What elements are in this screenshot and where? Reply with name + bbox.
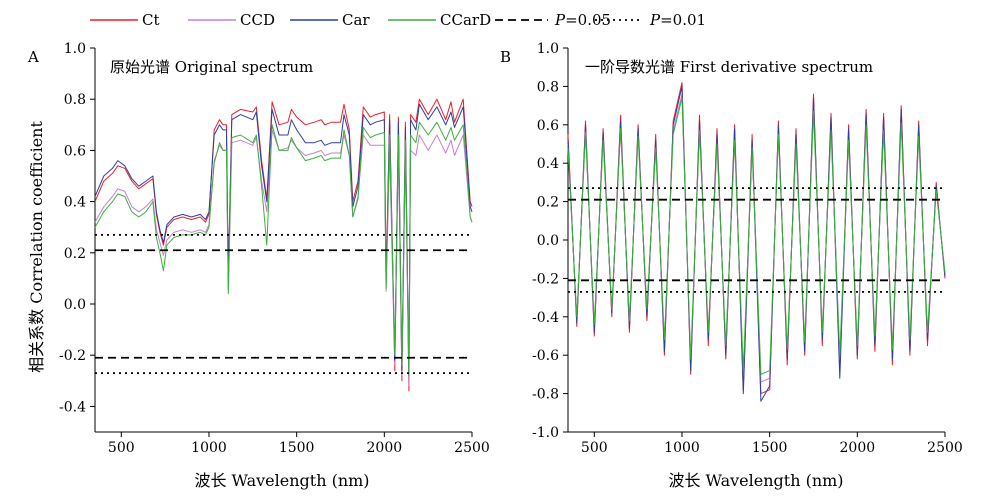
panel-b-xtick-label: 1500 bbox=[752, 440, 788, 456]
panel-b-ytick-label: 0.0 bbox=[537, 233, 559, 249]
legend-label-ct: Ct bbox=[142, 11, 160, 29]
panel-b-ytick-label: -0.8 bbox=[532, 387, 559, 403]
panel-b-ytick-label: 1.0 bbox=[537, 41, 559, 57]
panel-a-ytick-label: 0.8 bbox=[64, 92, 86, 108]
legend-label-p001: P=0.01 bbox=[649, 11, 706, 29]
panel-a-ytick-label: 0.6 bbox=[64, 143, 86, 159]
panel-b-letter: B bbox=[500, 48, 511, 66]
panel-a-ytick-label: 1.0 bbox=[64, 41, 86, 57]
panel-b-ytick-label: -0.4 bbox=[532, 310, 559, 326]
panel-a-plot-area: 1.0 0.8 0.6 0.4 0.2 0.0 -0.2 -0.4 500 1000 1500 200… bbox=[59, 41, 490, 456]
panel-a-letter: A bbox=[27, 48, 39, 66]
panel-b-xtick-label: 500 bbox=[581, 440, 608, 456]
panel-b-title: 一阶导数光谱 First derivative spectrum bbox=[585, 58, 873, 76]
panel-b-plot-area: 1.0 0.8 0.6 0.4 0.2 0.0 -0.2 -0.4 -0.6 -0.8 -1.0 50… bbox=[532, 41, 963, 456]
panel-b: B 一阶导数光谱 First derivative spectrum 波长 Wa… bbox=[500, 41, 963, 490]
panel-b-ytick-label: 0.8 bbox=[537, 79, 559, 95]
panel-b-ytick-label: 0.2 bbox=[537, 195, 559, 211]
panel-b-xtick-label: 2000 bbox=[840, 440, 876, 456]
panel-b-xtick-label: 1000 bbox=[664, 440, 700, 456]
panel-a-ytick-label: -0.4 bbox=[59, 399, 86, 415]
panel-b-ytick-label: -0.2 bbox=[532, 271, 559, 287]
legend-label-p005: P=0.05 bbox=[554, 11, 611, 29]
panel-b-ytick-label: 0.6 bbox=[537, 118, 559, 134]
panel-a-title: 原始光谱 Original spectrum bbox=[110, 58, 313, 76]
panel-a-ytick-label: 0.4 bbox=[64, 195, 86, 211]
panel-a-xtick-label: 2500 bbox=[454, 440, 490, 456]
panel-b-series-ccard bbox=[567, 97, 946, 375]
panel-a: A 原始光谱 Original spectrum 相关系数 Correlatio… bbox=[27, 41, 490, 490]
panel-a-series-ccd bbox=[94, 129, 473, 387]
panel-b-xlabel: 波长 Wavelength (nm) bbox=[668, 471, 843, 490]
panel-a-xtick-label: 1500 bbox=[279, 440, 315, 456]
panel-b-ytick-label: -1.0 bbox=[532, 425, 559, 441]
legend-label-ccd: CCD bbox=[240, 11, 275, 29]
legend-label-car: Car bbox=[342, 11, 370, 29]
panel-a-xtick-label: 2000 bbox=[367, 440, 403, 456]
panel-a-series-ct bbox=[94, 98, 473, 392]
panel-b-ytick-label: -0.6 bbox=[532, 348, 559, 364]
legend: Ct CCD Car CCarD P=0.05 P=0.01 bbox=[90, 11, 706, 29]
panel-b-xtick-label: 2500 bbox=[927, 440, 963, 456]
panel-a-series-car bbox=[94, 103, 473, 377]
panel-a-ytick-label: 0.2 bbox=[64, 246, 86, 262]
panel-a-xlabel: 波长 Wavelength (nm) bbox=[194, 471, 369, 490]
panel-a-ytick-label: -0.2 bbox=[59, 348, 86, 364]
panel-b-ytick-label: 0.4 bbox=[537, 156, 559, 172]
panel-a-xtick-label: 1000 bbox=[191, 440, 227, 456]
legend-label-ccard: CCarD bbox=[440, 11, 491, 29]
panel-a-ylabel: 相关系数 Correlation coefficient bbox=[27, 121, 46, 373]
panel-a-xtick-label: 500 bbox=[108, 440, 135, 456]
panel-a-series-ccard bbox=[94, 121, 473, 377]
panel-a-ytick-label: 0.0 bbox=[64, 297, 86, 313]
